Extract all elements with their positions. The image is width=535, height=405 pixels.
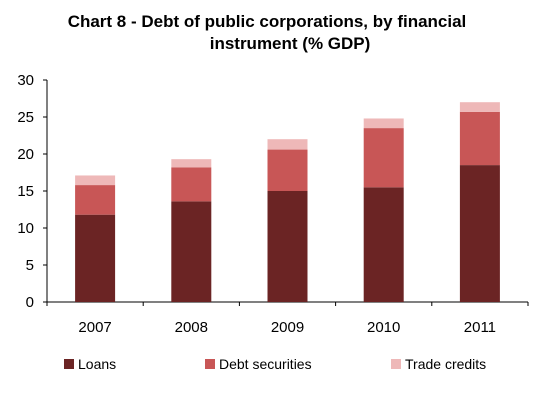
bar-segment-debt-securities [267,149,308,191]
bar-segment-trade-credits [267,139,308,150]
y-tick-label: 5 [26,257,34,274]
chart-title-line-2: instrument (% GDP) [210,34,371,53]
legend-label: Debt securities [219,356,312,372]
y-tick-label: 30 [17,72,34,89]
legend: Loans Debt securities Trade credits [64,356,486,372]
x-tick-label: 2011 [464,319,496,336]
bar-segment-loans [459,165,500,302]
bar-segment-trade-credits [459,102,500,112]
bar-segment-loans [75,214,116,302]
bar-segment-loans [267,191,308,302]
y-tick-label: 10 [17,220,34,237]
bar-segment-debt-securities [363,128,404,188]
bar-segment-loans [363,187,404,302]
plot-area: 0 5 10 15 20 25 30 2007 2008 2009 2010 2011 [17,72,529,336]
chart-title-line-1: Chart 8 - Debt of public corporations, b… [68,12,467,31]
x-tick-label: 2007 [78,319,111,336]
y-tick-label: 0 [26,294,34,311]
legend-swatch [205,359,215,369]
legend-label: Loans [78,356,116,372]
bar-segment-trade-credits [75,175,116,186]
y-tick-label: 15 [17,183,34,200]
bar-segment-debt-securities [459,111,500,166]
legend-swatch [64,359,74,369]
bar-segment-trade-credits [171,159,212,168]
bar-segment-trade-credits [363,118,404,129]
x-tick-label: 2009 [271,319,304,336]
bar-segment-debt-securities [75,185,116,215]
x-tick-label: 2008 [175,319,208,336]
bar-segment-loans [171,201,212,302]
bar-segment-debt-securities [171,167,212,202]
y-tick-label: 25 [17,109,34,126]
x-tick-label: 2010 [367,319,400,336]
legend-label: Trade credits [405,356,486,372]
y-tick-label: 20 [17,146,34,163]
legend-swatch [391,359,401,369]
